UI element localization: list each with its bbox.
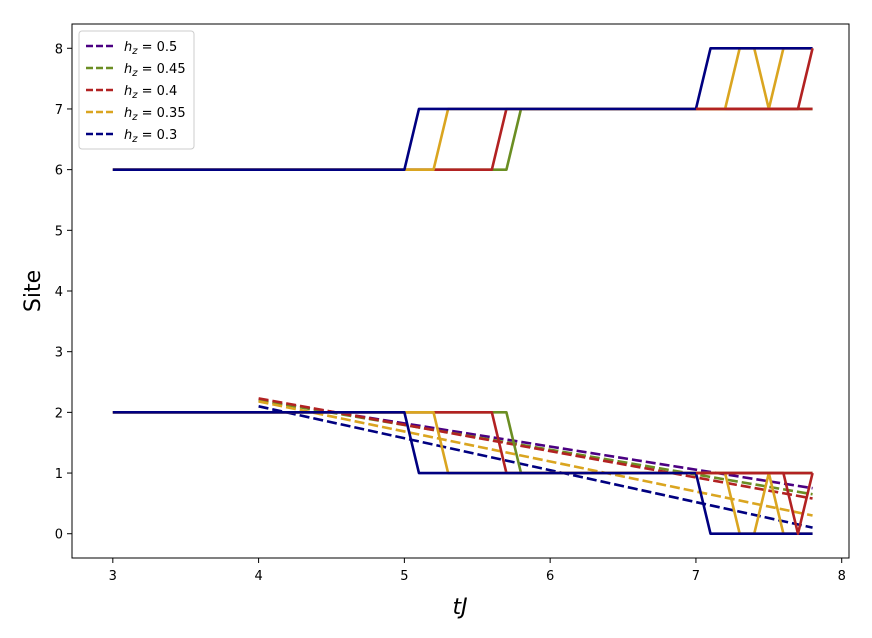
series-line-5 xyxy=(258,405,813,529)
y-tick-label: 0 xyxy=(55,528,63,543)
y-tick-label: 1 xyxy=(55,467,63,482)
series-layer xyxy=(112,46,814,536)
x-tick-label: 7 xyxy=(692,569,700,584)
y-tick-label: 7 xyxy=(55,103,63,118)
legend-box xyxy=(78,30,195,150)
legend: hz = 0.5 hz = 0.45 hz = 0.4 hz = 0.35 hz = 0… xyxy=(78,30,195,150)
legend-label: hz = 0.5 xyxy=(124,40,177,57)
x-tick-label: 4 xyxy=(254,569,262,584)
series-line-14 xyxy=(695,47,814,111)
y-axis-label: Site xyxy=(21,270,46,312)
series-line-3 xyxy=(258,397,813,500)
x-tick-label: 3 xyxy=(109,569,117,584)
x-axis-ticks: 3 4 5 6 7 8 xyxy=(109,558,846,584)
series-line-13 xyxy=(112,411,813,536)
series-line-9 xyxy=(112,46,813,171)
y-axis-ticks: 0 1 2 3 4 5 6 7 8 xyxy=(55,42,72,543)
series-line-4 xyxy=(258,400,813,517)
y-tick-label: 4 xyxy=(55,285,63,300)
legend-label: hz = 0.35 xyxy=(124,106,186,123)
x-tick-label: 6 xyxy=(546,569,554,584)
y-tick-label: 8 xyxy=(55,42,63,57)
legend-label: hz = 0.3 xyxy=(124,128,177,145)
y-tick-label: 3 xyxy=(55,346,63,361)
x-tick-label: 5 xyxy=(400,569,408,584)
y-tick-label: 6 xyxy=(55,164,63,179)
legend-label: hz = 0.4 xyxy=(124,84,177,101)
x-tick-label: 8 xyxy=(838,569,846,584)
legend-label: hz = 0.45 xyxy=(124,62,186,79)
y-tick-label: 5 xyxy=(55,224,63,239)
series-line-15 xyxy=(695,471,814,536)
x-axis-label: tJ xyxy=(452,595,467,620)
y-tick-label: 2 xyxy=(55,406,63,421)
